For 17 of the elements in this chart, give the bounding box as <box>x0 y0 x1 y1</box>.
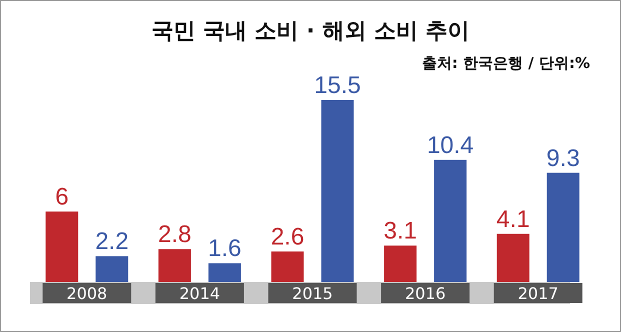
x-tick-label: 2008 <box>66 284 108 303</box>
data-label: 9.3 <box>546 144 580 172</box>
data-label: 1.6 <box>208 235 242 262</box>
data-label: 10.4 <box>426 132 474 159</box>
data-label: 4.1 <box>496 206 530 233</box>
chart-subtitle: 출처: 한국은행 / 단위:% <box>422 54 590 72</box>
data-label: 3.1 <box>384 218 417 245</box>
data-label: 15.5 <box>314 72 361 99</box>
data-label: 2.8 <box>158 221 192 248</box>
x-tick-label: 2015 <box>292 284 333 303</box>
data-label: 2.2 <box>95 228 129 256</box>
chart-title: 국민 국내 소비 · 해외 소비 추이 <box>151 19 470 44</box>
data-label: 2.6 <box>270 223 304 250</box>
x-tick-label: 2016 <box>404 284 446 303</box>
x-tick-label: 2017 <box>518 284 558 303</box>
x-tick-label: 2014 <box>179 284 220 303</box>
data-label: 6 <box>55 184 69 211</box>
